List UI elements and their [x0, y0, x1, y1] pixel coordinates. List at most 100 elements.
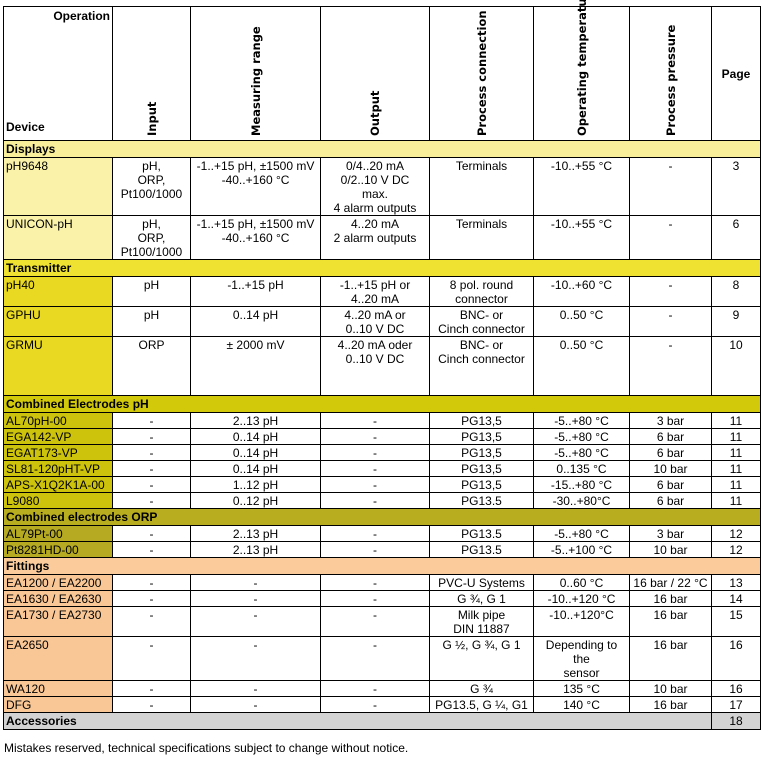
cell-device: EA1200 / EA2200 — [3, 574, 113, 591]
cell-range: - — [190, 696, 321, 713]
cell-pressure: - — [629, 157, 712, 216]
cell-output: 4..20 mA oder 0..10 V DC — [320, 336, 430, 396]
cell-range: ± 2000 mV — [190, 336, 321, 396]
cell-output: 4..20 mA 2 alarm outputs — [320, 215, 430, 260]
cell-temperature: -10..+60 °C — [533, 276, 630, 307]
cell-temperature: Depending to the sensor — [533, 636, 630, 681]
cell-range: - — [190, 590, 321, 607]
cell-output: 0/4..20 mA 0/2..10 V DC max. 4 alarm output… — [320, 157, 430, 216]
cell-output: - — [320, 541, 430, 558]
cell-temperature: -10..+55 °C — [533, 157, 630, 216]
cell-output: - — [320, 590, 430, 607]
cell-device: Pt8281HD-00 — [3, 541, 113, 558]
cell-input: - — [112, 636, 191, 681]
cell-range: 0..14 pH — [190, 428, 321, 445]
cell-temperature: 140 °C — [533, 696, 630, 713]
cell-temperature: -5..+80 °C — [533, 525, 630, 542]
cell-device: EA1630 / EA2630 — [3, 590, 113, 607]
cell-device: EGAT173-VP — [3, 444, 113, 461]
cell-device: DFG — [3, 696, 113, 713]
cell-range: - — [190, 636, 321, 681]
cell-page: 12 — [711, 525, 761, 542]
cell-input: - — [112, 606, 191, 637]
cell-range: -1..+15 pH — [190, 276, 321, 307]
section-title: Fittings — [3, 557, 761, 575]
cell-output: - — [320, 525, 430, 542]
cell-page: 11 — [711, 492, 761, 509]
section-header-row: Combined Electrodes pH — [3, 395, 761, 413]
cell-page: 11 — [711, 476, 761, 493]
cell-device: EA2650 — [3, 636, 113, 681]
cell-pressure: - — [629, 306, 712, 337]
cell-pressure: 6 bar — [629, 428, 712, 445]
section-title: Displays — [3, 140, 761, 158]
cell-device: APS-X1Q2K1A-00 — [3, 476, 113, 493]
cell-connection: PG13,5 — [429, 428, 534, 445]
cell-temperature: -10..+55 °C — [533, 215, 630, 260]
cell-output: - — [320, 636, 430, 681]
table-row: WA120- - - G ¾ 135 °C 10 bar 16 — [3, 680, 761, 697]
cell-temperature: 135 °C — [533, 680, 630, 697]
table-row: pH9648 pH, ORP, Pt100/1000 -1..+15 pH, ±1500… — [3, 157, 761, 216]
table-row: UNICON-pH pH, ORP, Pt100/1000 -1..+15 pH, ±1… — [3, 215, 761, 260]
cell-range: 0..14 pH — [190, 306, 321, 337]
cell-temperature: -5..+100 °C — [533, 541, 630, 558]
table-row: EGAT173-VP -0..14 pH - PG13,5 -5..+80 °C 6 ba… — [3, 444, 761, 461]
cell-pressure: - — [629, 336, 712, 396]
section-header-row: Combined electrodes ORP — [3, 508, 761, 526]
cell-temperature: 0..135 °C — [533, 460, 630, 477]
cell-pressure: 3 bar — [629, 525, 712, 542]
cell-connection: Terminals — [429, 157, 534, 216]
cell-pressure: 10 bar — [629, 680, 712, 697]
table-row: AL79Pt-00-2..13 pH - PG13.5 -5..+80 °C 3 bar… — [3, 525, 761, 542]
cell-page: 3 — [711, 157, 761, 216]
cell-device: EGA142-VP — [3, 428, 113, 445]
cell-output: - — [320, 460, 430, 477]
cell-connection: G ½, G ¾, G 1 — [429, 636, 534, 681]
cell-pressure: - — [629, 276, 712, 307]
cell-device: EA1730 / EA2730 — [3, 606, 113, 637]
cell-range: 2..13 pH — [190, 541, 321, 558]
section-header-row: Displays — [3, 140, 761, 158]
cell-range: 1..12 pH — [190, 476, 321, 493]
cell-page: 11 — [711, 428, 761, 445]
cell-connection: PVC-U Systems — [429, 574, 534, 591]
cell-page: 14 — [711, 590, 761, 607]
cell-temperature: -15..+80 °C — [533, 476, 630, 493]
header-input: Input — [112, 6, 191, 141]
cell-input: - — [112, 696, 191, 713]
cell-output: - — [320, 696, 430, 713]
section-title: Transmitter — [3, 259, 761, 277]
cell-output: -1..+15 pH or 4..20 mA — [320, 276, 430, 307]
header-output: Output — [320, 6, 430, 141]
cell-pressure: 16 bar — [629, 636, 712, 681]
table-row: EA1630 / EA2630- - - G ¾, G 1 -10..+120 °C 16… — [3, 590, 761, 607]
cell-pressure: 16 bar — [629, 590, 712, 607]
cell-pressure: 6 bar — [629, 476, 712, 493]
cell-range: 0..12 pH — [190, 492, 321, 509]
section-header-row: Transmitter — [3, 259, 761, 277]
cell-temperature: -5..+80 °C — [533, 428, 630, 445]
cell-device: WA120 — [3, 680, 113, 697]
cell-page: 12 — [711, 541, 761, 558]
cell-range: -1..+15 pH, ±1500 mV -40..+160 °C — [190, 157, 321, 216]
header-operation: Operation — [53, 9, 110, 23]
section-page: 18 — [711, 712, 761, 730]
cell-page: 11 — [711, 412, 761, 429]
cell-output: - — [320, 476, 430, 493]
header-operating-temperature: Operating temperature — [533, 0, 630, 141]
cell-input: - — [112, 460, 191, 477]
cell-temperature: 0..50 °C — [533, 306, 630, 337]
cell-device: GRMU — [3, 336, 113, 396]
cell-temperature: -5..+80 °C — [533, 444, 630, 461]
cell-connection: PG13.5, G ¼, G1 — [429, 696, 534, 713]
product-overview-table: Operation Device Input Measuring range O… — [3, 0, 761, 730]
cell-input: - — [112, 574, 191, 591]
table-row: APS-X1Q2K1A-00-1..12 pH - PG13,5 -15..+80 °… — [3, 476, 761, 493]
cell-connection: Terminals — [429, 215, 534, 260]
header-measuring-range: Measuring range — [190, 6, 321, 141]
table-row: Pt8281HD-00-2..13 pH - PG13.5 -5..+100 °C 10… — [3, 541, 761, 558]
cell-range: 2..13 pH — [190, 412, 321, 429]
cell-connection: PG13,5 — [429, 460, 534, 477]
cell-range: 0..14 pH — [190, 444, 321, 461]
